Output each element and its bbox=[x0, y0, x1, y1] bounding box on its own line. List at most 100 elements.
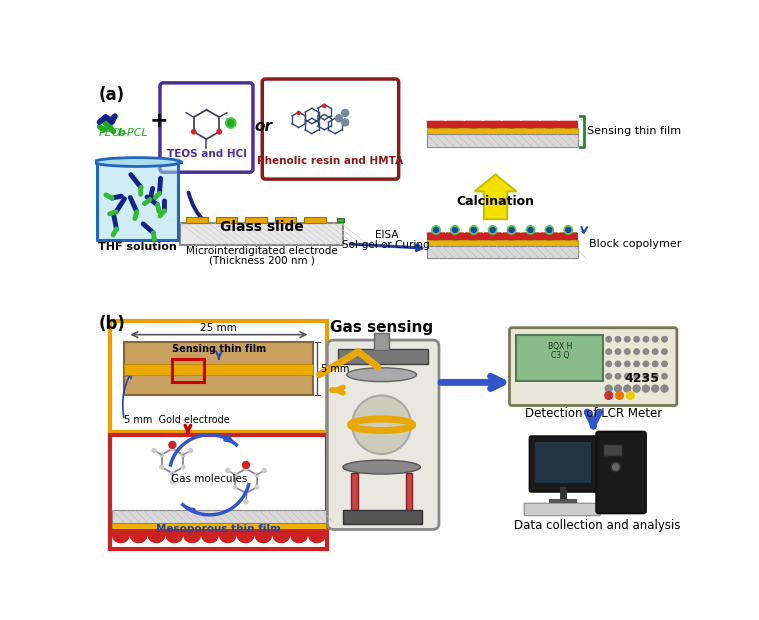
Polygon shape bbox=[202, 536, 218, 542]
Circle shape bbox=[263, 469, 266, 472]
Circle shape bbox=[616, 392, 623, 399]
Bar bbox=[337, 218, 345, 222]
Text: BQX H: BQX H bbox=[548, 342, 572, 350]
Circle shape bbox=[616, 361, 621, 366]
Polygon shape bbox=[148, 536, 165, 542]
Circle shape bbox=[171, 471, 175, 475]
Circle shape bbox=[652, 385, 659, 392]
Circle shape bbox=[633, 385, 640, 392]
FancyBboxPatch shape bbox=[509, 328, 677, 405]
Circle shape bbox=[642, 385, 650, 392]
Circle shape bbox=[234, 473, 237, 477]
Circle shape bbox=[323, 104, 326, 107]
Text: Gas molecules: Gas molecules bbox=[172, 474, 247, 484]
Bar bbox=[304, 217, 326, 223]
Circle shape bbox=[643, 373, 649, 379]
Polygon shape bbox=[112, 536, 129, 542]
Bar bbox=[339, 348, 428, 364]
Circle shape bbox=[643, 361, 649, 366]
Circle shape bbox=[451, 226, 459, 234]
Bar bbox=[535, 441, 591, 483]
Polygon shape bbox=[559, 233, 577, 240]
Circle shape bbox=[342, 119, 348, 126]
Circle shape bbox=[170, 480, 175, 484]
Circle shape bbox=[625, 361, 630, 366]
Text: b: b bbox=[118, 128, 126, 138]
Bar bbox=[427, 122, 578, 128]
Polygon shape bbox=[166, 536, 182, 542]
Circle shape bbox=[160, 453, 163, 456]
Polygon shape bbox=[98, 162, 177, 239]
Circle shape bbox=[225, 118, 236, 128]
Ellipse shape bbox=[94, 157, 181, 166]
Circle shape bbox=[152, 448, 156, 453]
Bar bbox=[343, 510, 422, 524]
Circle shape bbox=[625, 337, 630, 342]
Bar bbox=[245, 217, 267, 223]
Circle shape bbox=[255, 473, 259, 477]
Text: C3 Q: C3 Q bbox=[551, 351, 569, 360]
Circle shape bbox=[634, 349, 639, 354]
Bar bbox=[405, 473, 412, 510]
Bar bbox=[427, 246, 578, 259]
Circle shape bbox=[547, 228, 552, 232]
Polygon shape bbox=[238, 536, 254, 542]
Circle shape bbox=[244, 500, 248, 504]
Circle shape bbox=[653, 349, 658, 354]
Bar bbox=[374, 333, 389, 350]
Bar bbox=[549, 500, 577, 503]
Circle shape bbox=[643, 337, 649, 342]
Polygon shape bbox=[446, 233, 464, 240]
Circle shape bbox=[225, 469, 230, 472]
Polygon shape bbox=[446, 122, 464, 128]
Circle shape bbox=[507, 226, 516, 234]
Circle shape bbox=[470, 226, 478, 234]
Circle shape bbox=[243, 461, 250, 468]
Circle shape bbox=[634, 337, 639, 342]
Circle shape bbox=[169, 441, 176, 448]
Polygon shape bbox=[503, 233, 520, 240]
Text: Data collection and analysis: Data collection and analysis bbox=[514, 519, 680, 532]
Bar bbox=[427, 135, 578, 147]
Circle shape bbox=[432, 226, 440, 234]
Circle shape bbox=[625, 373, 630, 379]
Text: Gas sensing: Gas sensing bbox=[330, 321, 433, 335]
Text: (b): (b) bbox=[99, 316, 126, 334]
Polygon shape bbox=[427, 122, 445, 128]
Text: (Thickness 200 nm ): (Thickness 200 nm ) bbox=[209, 255, 314, 265]
Circle shape bbox=[509, 228, 514, 232]
Bar bbox=[112, 523, 326, 529]
Text: 5 mm  Gold electrode: 5 mm Gold electrode bbox=[124, 415, 230, 425]
Bar bbox=[112, 510, 326, 523]
Circle shape bbox=[606, 361, 612, 366]
Circle shape bbox=[653, 337, 658, 342]
Circle shape bbox=[662, 373, 667, 379]
Polygon shape bbox=[219, 536, 236, 542]
Polygon shape bbox=[503, 122, 520, 128]
Circle shape bbox=[661, 385, 668, 392]
Polygon shape bbox=[184, 536, 200, 542]
Polygon shape bbox=[465, 122, 483, 128]
Ellipse shape bbox=[347, 368, 417, 382]
Bar bbox=[172, 360, 204, 383]
Circle shape bbox=[616, 373, 621, 379]
Circle shape bbox=[634, 373, 639, 379]
Polygon shape bbox=[131, 536, 146, 542]
Bar bbox=[427, 240, 578, 246]
Polygon shape bbox=[465, 233, 483, 240]
Circle shape bbox=[625, 349, 630, 354]
Circle shape bbox=[171, 447, 175, 451]
Circle shape bbox=[653, 361, 658, 366]
Circle shape bbox=[191, 130, 196, 134]
Bar bbox=[427, 128, 578, 135]
Text: Mesoporous thin film: Mesoporous thin film bbox=[156, 524, 282, 534]
Text: Sensing thin film: Sensing thin film bbox=[587, 126, 681, 136]
Circle shape bbox=[653, 373, 658, 379]
Circle shape bbox=[564, 226, 572, 234]
Bar bbox=[516, 335, 603, 381]
Circle shape bbox=[352, 396, 411, 454]
Circle shape bbox=[335, 115, 342, 122]
Circle shape bbox=[662, 349, 667, 354]
FancyBboxPatch shape bbox=[327, 340, 439, 529]
Polygon shape bbox=[309, 536, 325, 542]
